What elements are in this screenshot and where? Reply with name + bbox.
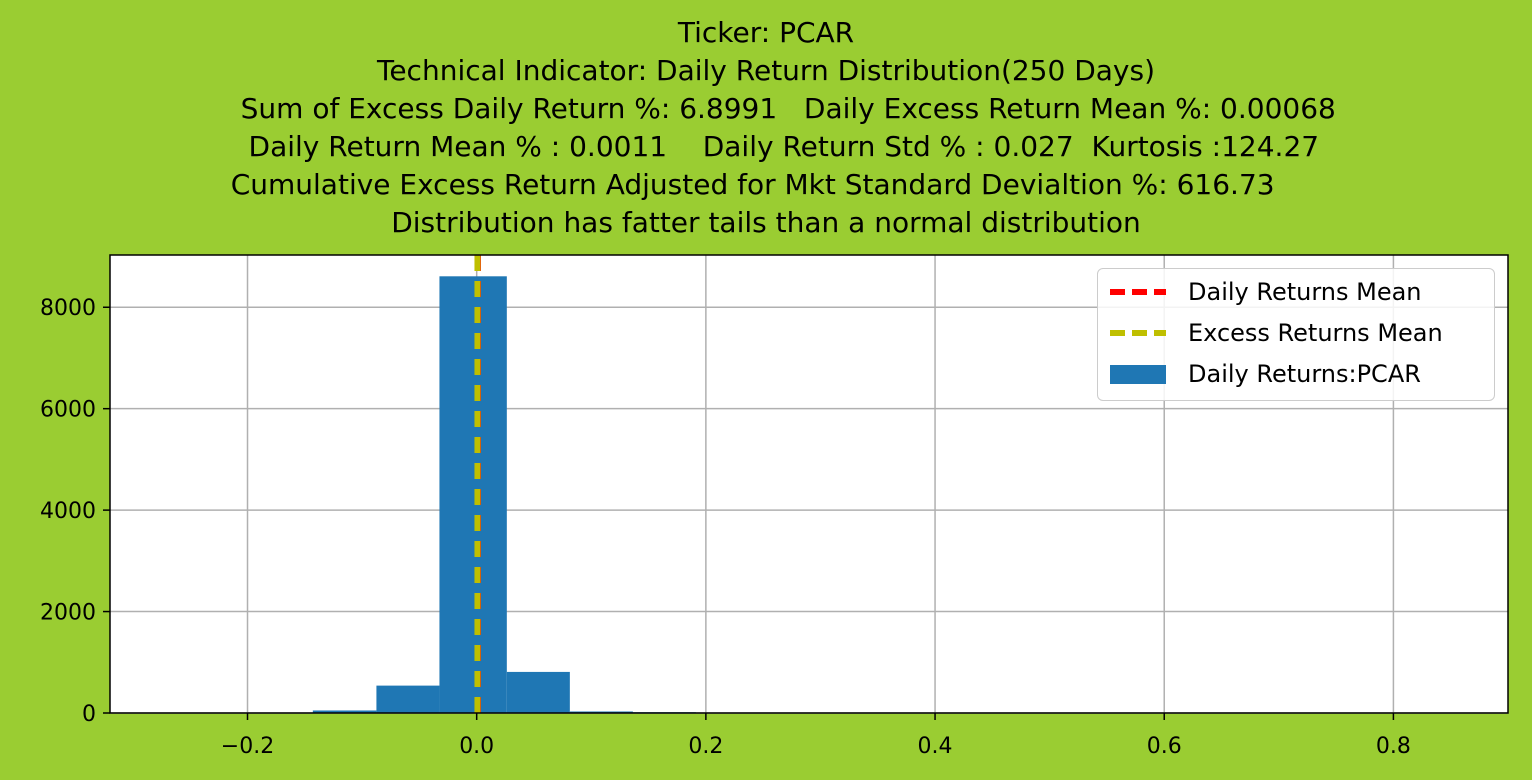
x-axis-ticks: −0.2 0.0 0.2 0.4 0.6 0.8 xyxy=(221,713,1411,759)
x-tick-label: 0.2 xyxy=(688,734,723,759)
y-axis-ticks: 0 2000 4000 6000 8000 xyxy=(40,296,110,727)
blue-bar-patch-icon xyxy=(1110,359,1166,389)
x-tick-label: 0.8 xyxy=(1376,734,1411,759)
x-tick-label: 0.4 xyxy=(918,734,953,759)
legend-label-daily-returns: Daily Returns:PCAR xyxy=(1188,360,1421,388)
plot-frame xyxy=(109,254,1509,714)
legend-label-daily-mean: Daily Returns Mean xyxy=(1188,278,1422,306)
title-line-mean-std: Daily Return Mean % : 0.0011 Daily Retur… xyxy=(212,130,1320,163)
histogram-bar xyxy=(312,710,377,713)
x-tick-label: −0.2 xyxy=(221,734,274,759)
x-tick-label: 0.0 xyxy=(459,734,494,759)
chart-title: Ticker: PCAR Technical Indicator: Daily … xyxy=(0,14,1532,242)
legend-item-daily-returns: Daily Returns:PCAR xyxy=(1110,359,1421,389)
x-tick-label: 0.6 xyxy=(1147,734,1182,759)
legend-item-excess-mean: Excess Returns Mean xyxy=(1110,318,1443,348)
y-tick-label: 8000 xyxy=(40,296,96,321)
histogram-bar xyxy=(569,711,633,713)
histogram-bar xyxy=(376,685,440,713)
histogram-bar xyxy=(439,276,507,713)
y-tick-label: 2000 xyxy=(40,601,96,626)
olive-dashed-line-icon xyxy=(1110,318,1166,348)
legend-label-excess-mean: Excess Returns Mean xyxy=(1188,319,1443,347)
y-tick-label: 6000 xyxy=(40,398,96,423)
title-line-ticker: Ticker: PCAR xyxy=(677,16,855,49)
histogram-bars xyxy=(312,276,696,713)
y-tick-label: 4000 xyxy=(40,499,96,524)
title-line-cumulative: Cumulative Excess Return Adjusted for Mk… xyxy=(230,168,1302,201)
y-tick-label: 0 xyxy=(82,702,96,727)
title-line-excess-sum: Sum of Excess Daily Return %: 6.8991 Dai… xyxy=(196,92,1336,125)
title-line-tails: Distribution has fatter tails than a nor… xyxy=(391,206,1141,239)
legend: Daily Returns Mean Excess Returns Mean D… xyxy=(1097,268,1495,401)
red-dashed-line-icon xyxy=(1110,277,1166,307)
legend-item-daily-mean: Daily Returns Mean xyxy=(1110,277,1422,307)
histogram-bar xyxy=(506,671,570,713)
title-line-indicator: Technical Indicator: Daily Return Distri… xyxy=(376,54,1156,87)
